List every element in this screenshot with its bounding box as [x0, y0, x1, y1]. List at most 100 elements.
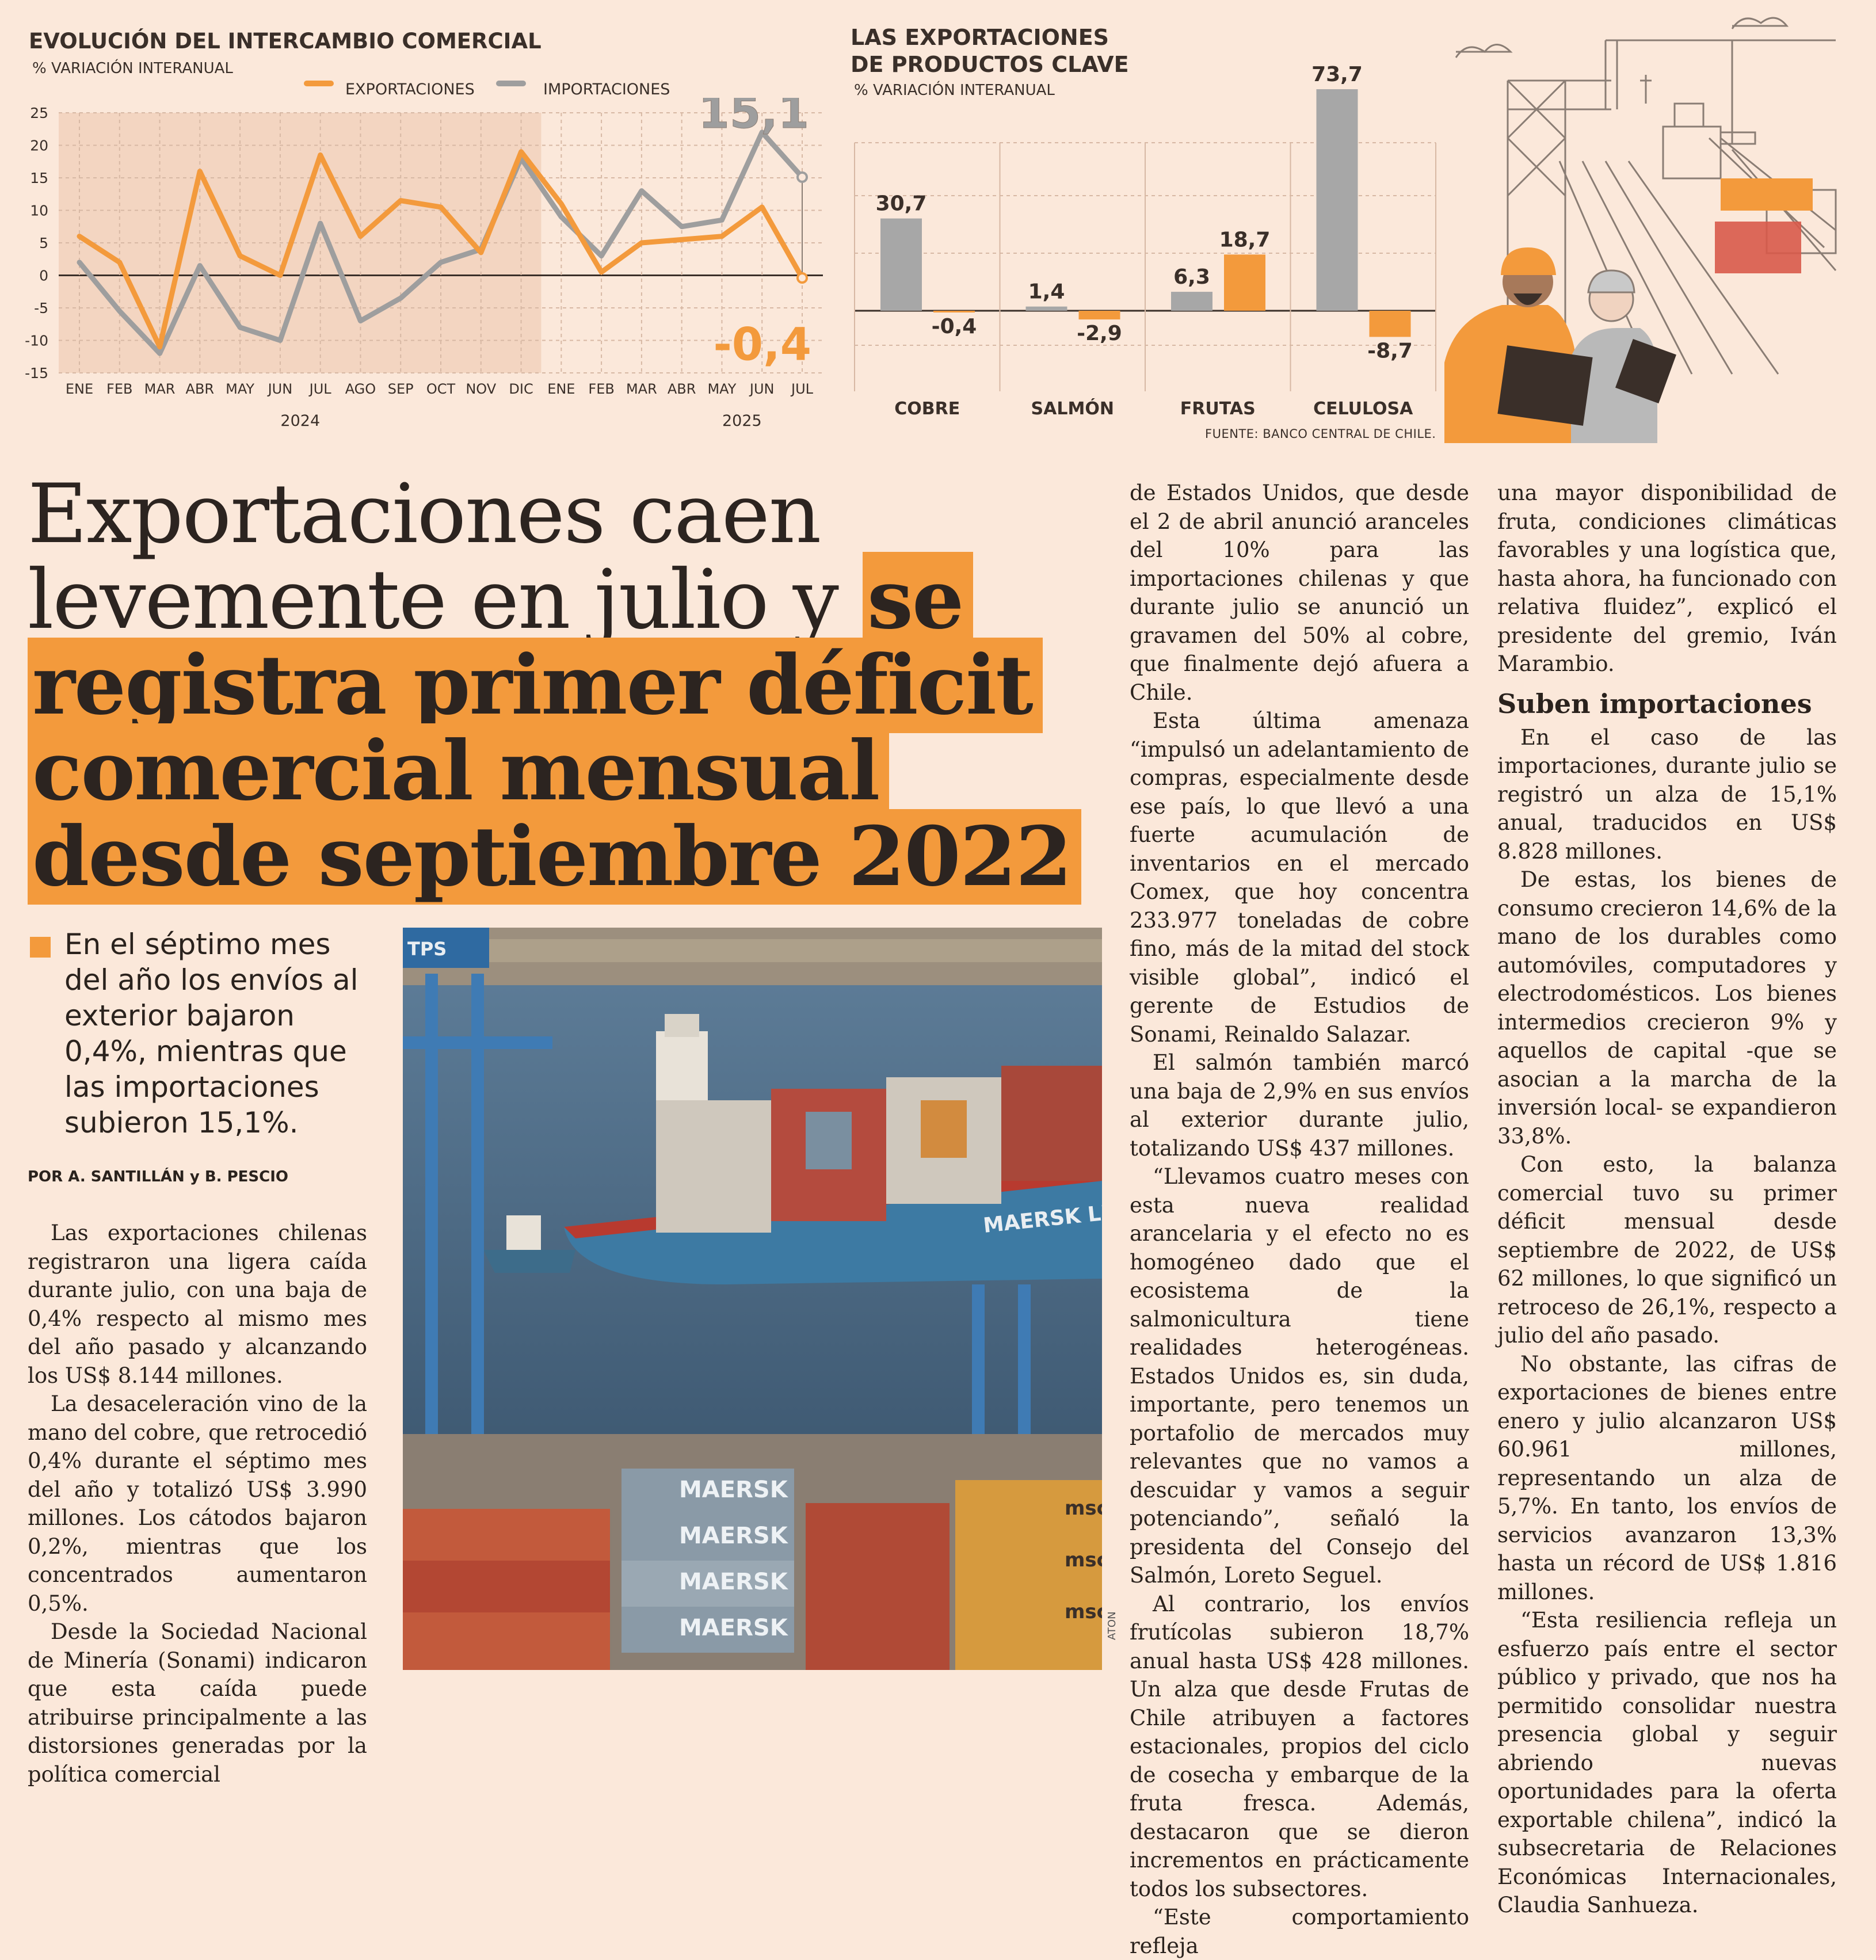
x-tick-label: SEP: [388, 381, 414, 397]
paragraph: “Llevamos cuatro meses con esta nueva re…: [1130, 1164, 1469, 1588]
x-tick-label: ENE: [547, 381, 575, 397]
bar: [1078, 311, 1120, 320]
x-tick-label: ABR: [668, 381, 696, 397]
cloud-icon: [1455, 44, 1513, 58]
x-tick-label: MAY: [707, 381, 736, 397]
x-tick-label: JUL: [790, 381, 814, 397]
dock-containers: [403, 1469, 1102, 1670]
headline-light: Exportaciones caen levemente en julio y: [28, 467, 863, 647]
section-heading: Suben importaciones: [1497, 688, 1812, 719]
x-tick-label: AGO: [345, 381, 376, 397]
bar-value-label: -8,7: [1367, 339, 1413, 363]
y-tick-label: -10: [25, 333, 48, 349]
category-label: FRUTAS: [1180, 399, 1256, 419]
chart1-title: EVOLUCIÓN DEL INTERCAMBIO COMERCIAL: [29, 29, 542, 54]
x-tick-label: OCT: [426, 381, 456, 397]
bar: [1171, 292, 1212, 311]
exports-callout: -0,4: [713, 319, 811, 371]
chart2-title-line1: LAS EXPORTACIONES: [851, 25, 1109, 50]
column-1: Las exportaciones chilenas registraron u…: [28, 1219, 367, 1789]
series-end-point: [796, 171, 808, 183]
imports-callout: 15,1: [699, 98, 809, 139]
legend-swatch-imports: [496, 81, 526, 86]
legend-label-exports: EXPORTACIONES: [345, 81, 475, 98]
x-tick-label: MAY: [226, 381, 254, 397]
photo-credit: ATON: [1106, 1611, 1118, 1640]
paragraph: Al contrario, los envíos frutícolas subi…: [1130, 1591, 1469, 1901]
y-tick-label: 0: [39, 268, 48, 284]
x-tick-label: JUL: [308, 381, 332, 397]
paragraph: Esta última amenaza “impulsó un adelanta…: [1130, 708, 1469, 1047]
lead-paragraph: En el séptimo mes del año los envíos al …: [64, 928, 359, 1139]
msc-text: msc: [1065, 1497, 1102, 1520]
ship-containers: [656, 1066, 1102, 1233]
chart1-subtitle: % VARIACIÓN INTERANUAL: [32, 60, 233, 77]
bar: [933, 311, 975, 312]
paragraph: Desde la Sociedad Nacional de Minería (S…: [28, 1619, 367, 1787]
paragraph: “Esta resiliencia refleja un esfuerzo pa…: [1497, 1608, 1837, 1917]
line-chart: 25 20 15 10 5 0 -5 -10 -15 ENE FEB MAR ABR MAY JUN JUL A…: [25, 98, 823, 430]
bar-value-label: 30,7: [876, 192, 927, 216]
y-tick-label: -5: [34, 300, 48, 317]
headline: Exportaciones caen levemente en julio y …: [28, 472, 1121, 905]
paragraph: Las exportaciones chilenas registraron u…: [28, 1221, 367, 1388]
x-tick-label: NOV: [466, 381, 496, 397]
chart2-subtitle: % VARIACIÓN INTERANUAL: [854, 82, 1055, 99]
paragraph: de Estados Unidos, que desde el 2 de abr…: [1130, 481, 1469, 705]
port-photo: MAERSK LINE TPS MAERSK MAERSK MAERSK MAE…: [403, 928, 1102, 1670]
column-3: una mayor disponibilidad de fruta, condi…: [1497, 479, 1837, 1920]
chart2-source: FUENTE: BANCO CENTRAL DE CHILE.: [1205, 427, 1436, 441]
series-line-importaciones: [77, 129, 805, 356]
container-icon: [1721, 178, 1813, 211]
bar-value-label: 18,7: [1219, 228, 1271, 251]
year-label: 2024: [280, 412, 320, 430]
helmet-icon: [1501, 247, 1556, 275]
x-tick-label: JUN: [267, 381, 293, 397]
y-tick-label: 25: [30, 105, 48, 121]
x-tick-label: FEB: [588, 381, 614, 397]
y-tick-label: -15: [25, 365, 48, 382]
x-tick-label: JUN: [749, 381, 775, 397]
series-line-exportaciones: [77, 149, 805, 350]
paragraph: El salmón también marcó una baja de 2,9%…: [1130, 1050, 1469, 1161]
year-label: 2025: [722, 412, 762, 430]
chart2-title-line2: DE PRODUCTOS CLAVE: [851, 52, 1129, 77]
paragraph: De estas, los bienes de consumo creciero…: [1497, 867, 1837, 1149]
ship-bridge: [656, 1031, 708, 1100]
bar-value-label: 73,7: [1311, 63, 1363, 86]
bar: [1025, 306, 1067, 311]
headline-highlight: se registra primer déficit comercial men…: [28, 552, 1082, 905]
x-tick-label: MAR: [144, 381, 176, 397]
y-tick-label: 20: [30, 138, 48, 154]
tps-sign: TPS: [407, 938, 447, 960]
category-label: SALMÓN: [1031, 398, 1114, 419]
column-2: de Estados Unidos, que desde el 2 de abr…: [1130, 479, 1469, 1960]
bar: [1369, 311, 1411, 337]
y-tick-label: 10: [30, 203, 48, 219]
bar-chart: COBRE 30,7 -0,4 SALMÓN 1,4 -2,9 FRUTAS 6,3 18,7 C…: [854, 63, 1436, 419]
x-tick-label: ABR: [186, 381, 215, 397]
x-tick-label: MAR: [626, 381, 657, 397]
container-brand-text: MAERSK: [679, 1569, 789, 1595]
container-brand-text: MAERSK: [679, 1523, 789, 1549]
y-tick-label: 5: [39, 235, 48, 251]
category-label: CELULOSA: [1313, 399, 1413, 419]
lead-bullet: [30, 937, 51, 958]
x-tick-label: DIC: [509, 381, 533, 397]
bar: [1224, 254, 1265, 311]
x-tick-label: FEB: [106, 381, 132, 397]
msc-text: msc: [1065, 1600, 1102, 1623]
paragraph: Con esto, la balanza comercial tuvo su p…: [1497, 1152, 1837, 1348]
bar: [880, 218, 922, 311]
paragraph: No obstante, las cifras de exportaciones…: [1497, 1351, 1837, 1604]
bar-value-label: 1,4: [1028, 280, 1065, 304]
paragraph: En el caso de las importaciones, durante…: [1497, 724, 1837, 864]
series-end-point: [796, 272, 808, 284]
container-brand-text: MAERSK: [679, 1615, 789, 1641]
bar-value-label: 6,3: [1173, 265, 1210, 289]
paragraph: “Este comportamiento refleja: [1130, 1905, 1469, 1958]
x-tick-label: ENE: [66, 381, 93, 397]
paragraph: La desaceleración vino de la mano del co…: [28, 1391, 367, 1616]
category-label: COBRE: [894, 399, 960, 419]
port-workers-illustration: [1444, 17, 1837, 443]
